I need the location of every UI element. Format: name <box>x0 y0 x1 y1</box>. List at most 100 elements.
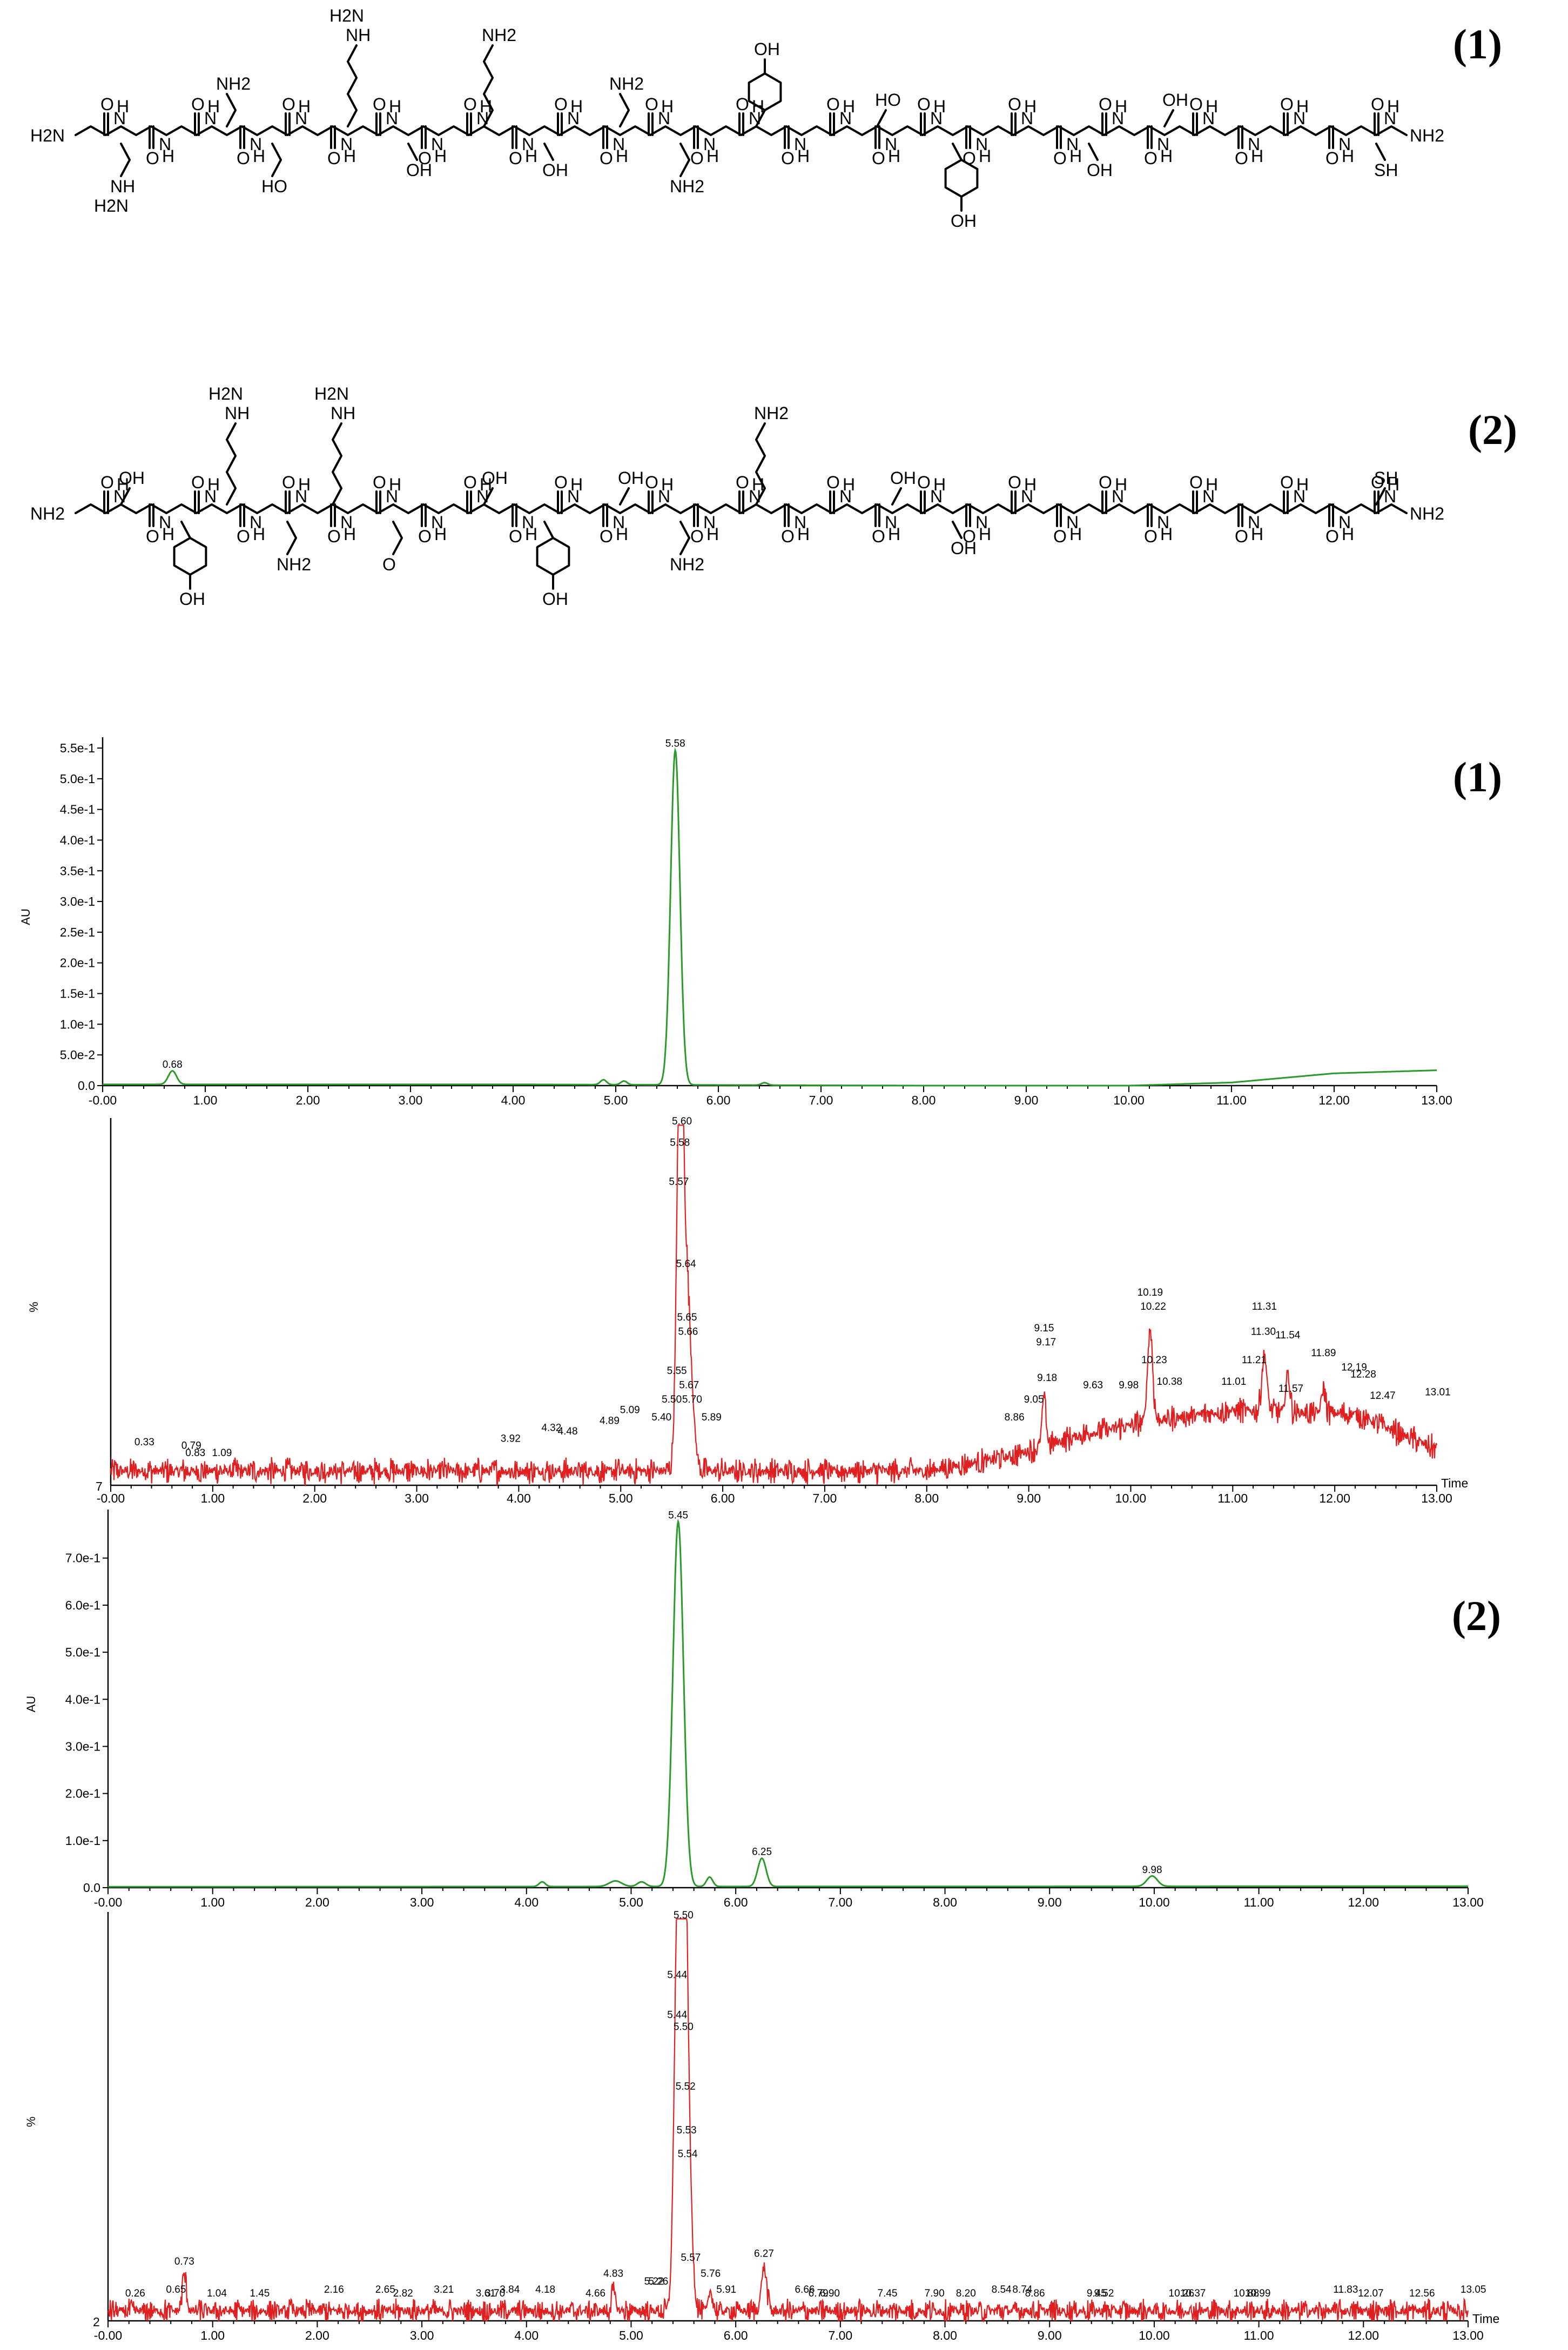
x-tick-label: 9.00 <box>1014 1093 1039 1107</box>
oxygen-label: O <box>1099 473 1112 492</box>
nitrogen-label: N <box>1202 109 1215 128</box>
x-tick-label: 3.00 <box>410 2328 434 2342</box>
hydrogen-label: H <box>661 475 674 494</box>
peak-label: 1.45 <box>250 2288 270 2299</box>
x-tick-label: 12.00 <box>1318 1093 1350 1107</box>
sidechain-group-label: OH <box>179 589 205 609</box>
peak-label: 10.23 <box>1141 1355 1167 1366</box>
x-tick-label: 12.00 <box>1348 1895 1379 1909</box>
peak-label: 9.63 <box>1083 1379 1103 1391</box>
x-tick-label: 4.00 <box>514 1895 539 1909</box>
peak-label: 5.44 <box>667 1970 687 1981</box>
hydrogen-label: H <box>752 97 764 116</box>
x-tick-label: -0.00 <box>89 1093 117 1107</box>
nitrogen-label: N <box>159 134 171 154</box>
sidechain-group-label: OH <box>119 468 145 488</box>
y-tick-label: 1.0e-1 <box>65 1834 100 1848</box>
nitrogen-label: N <box>431 513 443 532</box>
sidechain-group-label: NH2 <box>216 74 251 93</box>
peptide-structure-2: (2) ONHONHONHONHONHONHONHONHONHONHONHONH… <box>30 384 1517 609</box>
peak-label: 0.33 <box>134 1437 154 1448</box>
peak-label: 11.89 <box>1311 1348 1336 1359</box>
peak-label: 5.76 <box>701 2268 721 2279</box>
peak-label: 9.98 <box>1142 1864 1162 1876</box>
y-tick-label: 2.5e-1 <box>60 925 95 939</box>
x-tick-label: 7.00 <box>828 2328 852 2342</box>
y-tick-label: 2.0e-1 <box>60 956 95 970</box>
hydrogen-label: H <box>706 146 719 166</box>
x-tick-label: 7.00 <box>813 1491 837 1505</box>
oxygen-label: O <box>554 473 568 492</box>
x-tick-label: 8.00 <box>933 2328 957 2342</box>
hydrogen-label: H <box>434 146 447 166</box>
oxygen-label: O <box>146 149 159 168</box>
oxygen-label: O <box>600 149 613 168</box>
nitrogen-label: N <box>1112 109 1124 128</box>
peak-label: 4.89 <box>600 1415 620 1426</box>
x-tick-label: 1.00 <box>200 1491 225 1505</box>
hydrogen-label: H <box>1342 524 1354 544</box>
hydrogen-label: H <box>1251 524 1263 544</box>
peak-label: 5.58 <box>665 738 685 750</box>
oxygen-label: O <box>690 527 704 546</box>
c-terminus-label: NH2 <box>1410 126 1444 145</box>
oxygen-label: O <box>1189 95 1203 114</box>
peak-label: 0.68 <box>163 1059 183 1070</box>
nitrogen-label: N <box>794 134 806 154</box>
peak-label: 5.54 <box>678 2149 698 2160</box>
hydrogen-label: H <box>1069 146 1082 166</box>
hydrogen-label: H <box>525 146 537 166</box>
x-tick-label: 3.00 <box>405 1491 429 1505</box>
hydrogen-label: H <box>389 97 401 116</box>
hydrogen-label: H <box>979 524 991 544</box>
peak-label: 10.26 <box>1169 2288 1195 2299</box>
sidechain-group-label: NH2 <box>670 177 704 196</box>
x-tick-label: 7.00 <box>809 1093 833 1107</box>
hydrogen-label: H <box>162 524 174 544</box>
nitrogen-label: N <box>567 487 580 506</box>
sidechain-group-label: NH2 <box>670 555 704 574</box>
y-min-label: 7 <box>96 1479 103 1493</box>
peak-label: 5.58 <box>670 1137 690 1149</box>
x-axis-label: Time <box>1472 2312 1499 2326</box>
x-tick-label: 2.00 <box>302 1491 327 1505</box>
nitrogen-label: N <box>295 487 307 506</box>
hydrogen-label: H <box>1024 475 1037 494</box>
peak-label: 8.54 <box>992 2284 1012 2295</box>
peak-label: 5.65 <box>677 1312 697 1323</box>
peak-label: 12.19 <box>1341 1362 1367 1373</box>
nitrogen-label: N <box>1021 487 1033 506</box>
oxygen-label: O <box>418 527 432 546</box>
oxygen-label: O <box>1008 95 1021 114</box>
y-tick-label: 5.0e-2 <box>60 1048 95 1062</box>
x-tick-label: 10.00 <box>1115 1491 1147 1505</box>
nitrogen-label: N <box>204 487 217 506</box>
nitrogen-label: N <box>250 513 262 532</box>
x-tick-label: 2.00 <box>305 1895 329 1909</box>
hydrogen-label: H <box>1069 524 1082 544</box>
peak-label: 10.88 <box>1234 2288 1260 2299</box>
x-tick-label: 3.00 <box>410 1895 434 1909</box>
x-tick-label: 8.00 <box>933 1895 957 1909</box>
hydrogen-label: H <box>207 97 220 116</box>
sidechain-group-label: NH <box>346 25 371 45</box>
peak-label: 8.74 <box>1012 2284 1032 2295</box>
hydrogen-label: H <box>843 97 855 116</box>
nitrogen-label: N <box>1066 134 1079 154</box>
peak-label: 4.66 <box>586 2288 605 2299</box>
x-tick-label: 1.00 <box>193 1093 218 1107</box>
oxygen-label: O <box>645 473 658 492</box>
y-tick-label: 2.0e-1 <box>65 1787 100 1801</box>
hydrogen-label: H <box>480 475 492 494</box>
x-tick-label: 1.00 <box>200 2328 225 2342</box>
y-tick-label: 4.0e-1 <box>60 833 95 847</box>
hydrogen-label: H <box>434 524 447 544</box>
peak-label: 1.09 <box>212 1447 232 1459</box>
sidechain-group-label: NH2 <box>609 74 644 93</box>
peak-label: 3.70 <box>485 2288 505 2299</box>
nitrogen-label: N <box>1248 513 1260 532</box>
peak-label: 9.98 <box>1119 1379 1139 1391</box>
nitrogen-label: N <box>1112 487 1124 506</box>
nitrogen-label: N <box>522 134 534 154</box>
